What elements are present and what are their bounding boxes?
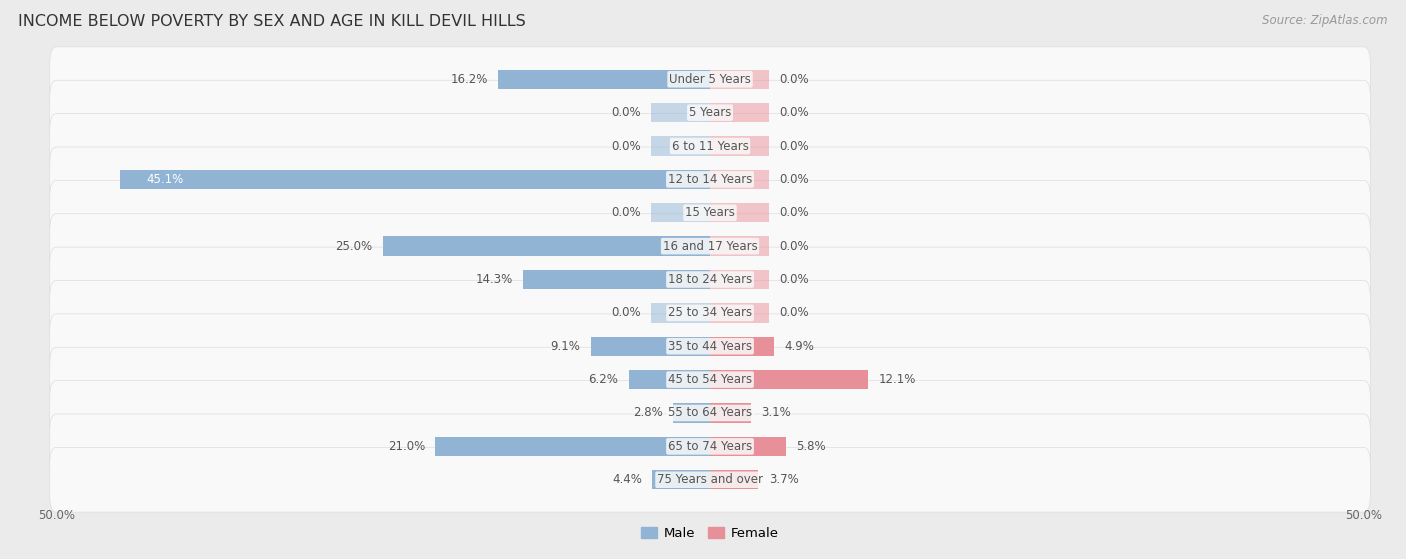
Bar — [710, 69, 769, 89]
Bar — [710, 370, 869, 389]
Text: 5 Years: 5 Years — [689, 106, 731, 119]
FancyBboxPatch shape — [49, 47, 1371, 112]
Text: 14.3%: 14.3% — [475, 273, 513, 286]
Bar — [710, 303, 769, 323]
Text: 3.1%: 3.1% — [761, 406, 790, 419]
FancyBboxPatch shape — [49, 214, 1371, 278]
Text: 0.0%: 0.0% — [779, 106, 808, 119]
Text: 0.0%: 0.0% — [779, 306, 808, 319]
Text: 0.0%: 0.0% — [779, 173, 808, 186]
Text: 21.0%: 21.0% — [388, 440, 425, 453]
Text: Source: ZipAtlas.com: Source: ZipAtlas.com — [1263, 14, 1388, 27]
Text: 0.0%: 0.0% — [612, 106, 641, 119]
FancyBboxPatch shape — [49, 414, 1371, 479]
Bar — [710, 470, 758, 490]
Text: 45 to 54 Years: 45 to 54 Years — [668, 373, 752, 386]
Text: 2.8%: 2.8% — [633, 406, 664, 419]
Bar — [652, 470, 710, 490]
Bar — [673, 403, 710, 423]
Text: 5.8%: 5.8% — [796, 440, 825, 453]
Bar — [710, 203, 769, 222]
Bar — [710, 136, 769, 156]
Bar — [710, 403, 751, 423]
Text: 55 to 64 Years: 55 to 64 Years — [668, 406, 752, 419]
FancyBboxPatch shape — [49, 347, 1371, 412]
Text: 0.0%: 0.0% — [779, 273, 808, 286]
Text: 15 Years: 15 Years — [685, 206, 735, 219]
FancyBboxPatch shape — [49, 113, 1371, 178]
Bar — [710, 236, 769, 256]
FancyBboxPatch shape — [49, 281, 1371, 345]
Bar — [651, 103, 710, 122]
Bar — [651, 203, 710, 222]
Text: 6.2%: 6.2% — [589, 373, 619, 386]
Text: 75 Years and over: 75 Years and over — [657, 473, 763, 486]
Text: 0.0%: 0.0% — [612, 206, 641, 219]
Text: 25 to 34 Years: 25 to 34 Years — [668, 306, 752, 319]
Bar — [710, 270, 769, 289]
Text: 0.0%: 0.0% — [779, 140, 808, 153]
Text: 65 to 74 Years: 65 to 74 Years — [668, 440, 752, 453]
Bar — [523, 270, 710, 289]
Bar — [382, 236, 710, 256]
Bar — [121, 170, 710, 189]
Text: 0.0%: 0.0% — [779, 206, 808, 219]
Text: 35 to 44 Years: 35 to 44 Years — [668, 340, 752, 353]
Text: 0.0%: 0.0% — [612, 306, 641, 319]
Text: 45.1%: 45.1% — [146, 173, 184, 186]
Bar — [436, 437, 710, 456]
Text: 6 to 11 Years: 6 to 11 Years — [672, 140, 748, 153]
FancyBboxPatch shape — [49, 447, 1371, 512]
Text: 16 and 17 Years: 16 and 17 Years — [662, 240, 758, 253]
FancyBboxPatch shape — [49, 181, 1371, 245]
FancyBboxPatch shape — [49, 314, 1371, 378]
Text: 25.0%: 25.0% — [336, 240, 373, 253]
Text: 4.9%: 4.9% — [785, 340, 814, 353]
Legend: Male, Female: Male, Female — [636, 522, 785, 546]
Text: 18 to 24 Years: 18 to 24 Years — [668, 273, 752, 286]
Text: Under 5 Years: Under 5 Years — [669, 73, 751, 86]
FancyBboxPatch shape — [49, 247, 1371, 312]
Text: 3.7%: 3.7% — [769, 473, 799, 486]
Bar — [710, 170, 769, 189]
Text: 4.4%: 4.4% — [612, 473, 643, 486]
Text: 12 to 14 Years: 12 to 14 Years — [668, 173, 752, 186]
Bar — [710, 103, 769, 122]
Text: INCOME BELOW POVERTY BY SEX AND AGE IN KILL DEVIL HILLS: INCOME BELOW POVERTY BY SEX AND AGE IN K… — [18, 14, 526, 29]
Text: 9.1%: 9.1% — [551, 340, 581, 353]
FancyBboxPatch shape — [49, 80, 1371, 145]
Text: 0.0%: 0.0% — [779, 73, 808, 86]
FancyBboxPatch shape — [49, 147, 1371, 212]
Text: 12.1%: 12.1% — [879, 373, 917, 386]
Text: 0.0%: 0.0% — [612, 140, 641, 153]
Bar — [651, 303, 710, 323]
Bar — [498, 69, 710, 89]
Bar — [628, 370, 710, 389]
FancyBboxPatch shape — [49, 381, 1371, 446]
Bar — [651, 136, 710, 156]
Bar — [591, 337, 710, 356]
Bar — [710, 337, 775, 356]
Text: 16.2%: 16.2% — [450, 73, 488, 86]
Bar — [710, 437, 786, 456]
Text: 0.0%: 0.0% — [779, 240, 808, 253]
